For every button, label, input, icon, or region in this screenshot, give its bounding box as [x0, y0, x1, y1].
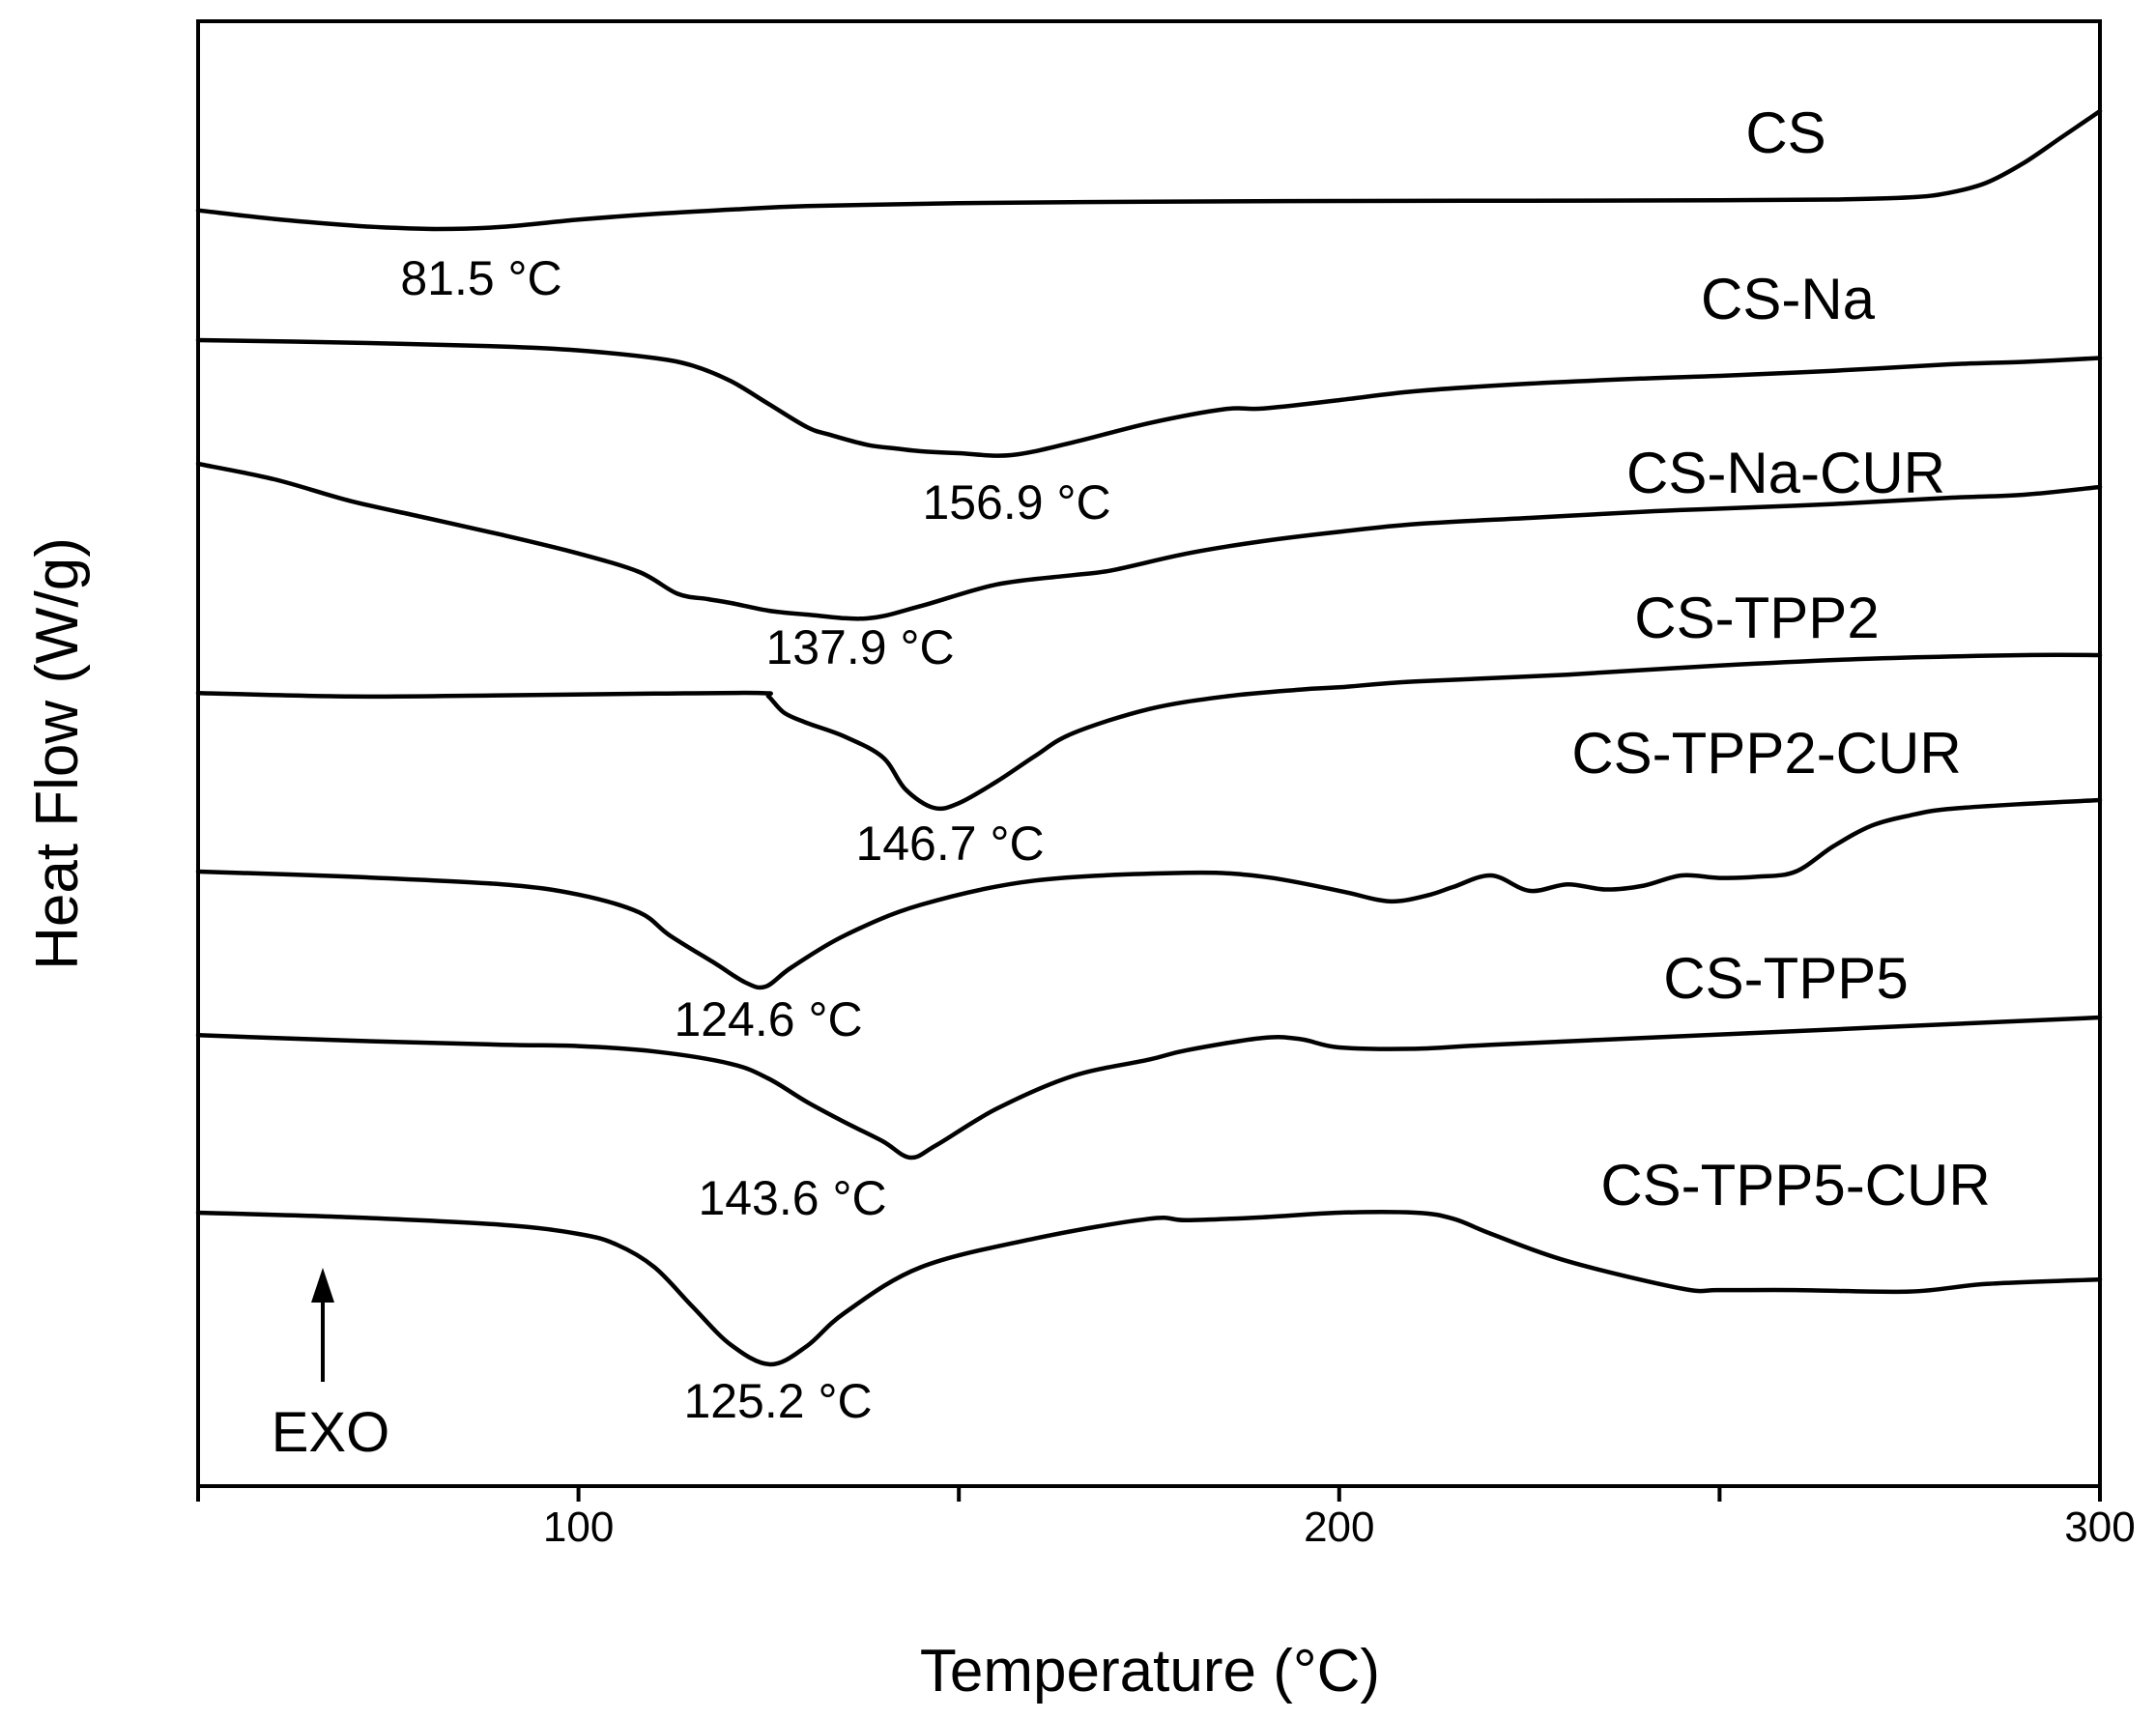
peak-label-cs-tpp2-cur: 124.6 °C [674, 992, 862, 1046]
plot-frame [196, 19, 2102, 1488]
x-tick-label: 100 [543, 1504, 614, 1551]
peak-label-cs-tpp5-cur: 125.2 °C [683, 1374, 872, 1428]
curve-cs-na-cur [195, 461, 2103, 621]
curves-group [195, 108, 2103, 1367]
peak-label-cs: 81.5 °C [400, 251, 561, 305]
series-label-cs-na-cur: CS-Na-CUR [1626, 441, 1945, 505]
curve-cs-na [195, 337, 2103, 458]
peak-label-cs-na-cur: 137.9 °C [765, 620, 954, 674]
exo-label: EXO [272, 1401, 390, 1464]
peak-label-cs-na: 156.9 °C [922, 475, 1110, 530]
series-labels-group: CS 81.5 °C CS-Na 156.9 °C CS-Na-CUR 137.9 °C C… [400, 100, 1990, 1428]
series-label-cs-tpp5: CS-TPP5 [1663, 946, 1908, 1011]
curve-cs-tpp2-cur [195, 797, 2103, 990]
series-label-cs-na: CS-Na [1701, 267, 1876, 331]
exo-indicator: EXO [272, 1268, 390, 1464]
curve-cs-tpp5-cur [195, 1210, 2103, 1367]
x-tick-label: 300 [2064, 1504, 2135, 1551]
x-tick-label: 200 [1304, 1504, 1374, 1551]
x-axis-ticks: 100 200 300 [196, 1486, 2136, 1551]
curve-cs-tpp5 [195, 1015, 2103, 1160]
peak-label-cs-tpp5: 143.6 °C [698, 1171, 886, 1225]
curve-cs [195, 108, 2103, 232]
peak-label-cs-tpp2: 146.7 °C [855, 817, 1044, 871]
series-label-cs-tpp5-cur: CS-TPP5-CUR [1600, 1153, 1990, 1218]
series-label-cs-tpp2-cur: CS-TPP2-CUR [1571, 721, 1961, 786]
exo-arrow-icon [311, 1268, 334, 1303]
series-label-cs-tpp2: CS-TPP2 [1634, 586, 1879, 650]
y-axis-title: Heat Flow (W/g) [24, 537, 91, 970]
x-axis-title: Temperature (°C) [920, 1638, 1380, 1705]
series-label-cs: CS [1745, 100, 1825, 165]
curve-cs-tpp2 [195, 652, 2103, 812]
